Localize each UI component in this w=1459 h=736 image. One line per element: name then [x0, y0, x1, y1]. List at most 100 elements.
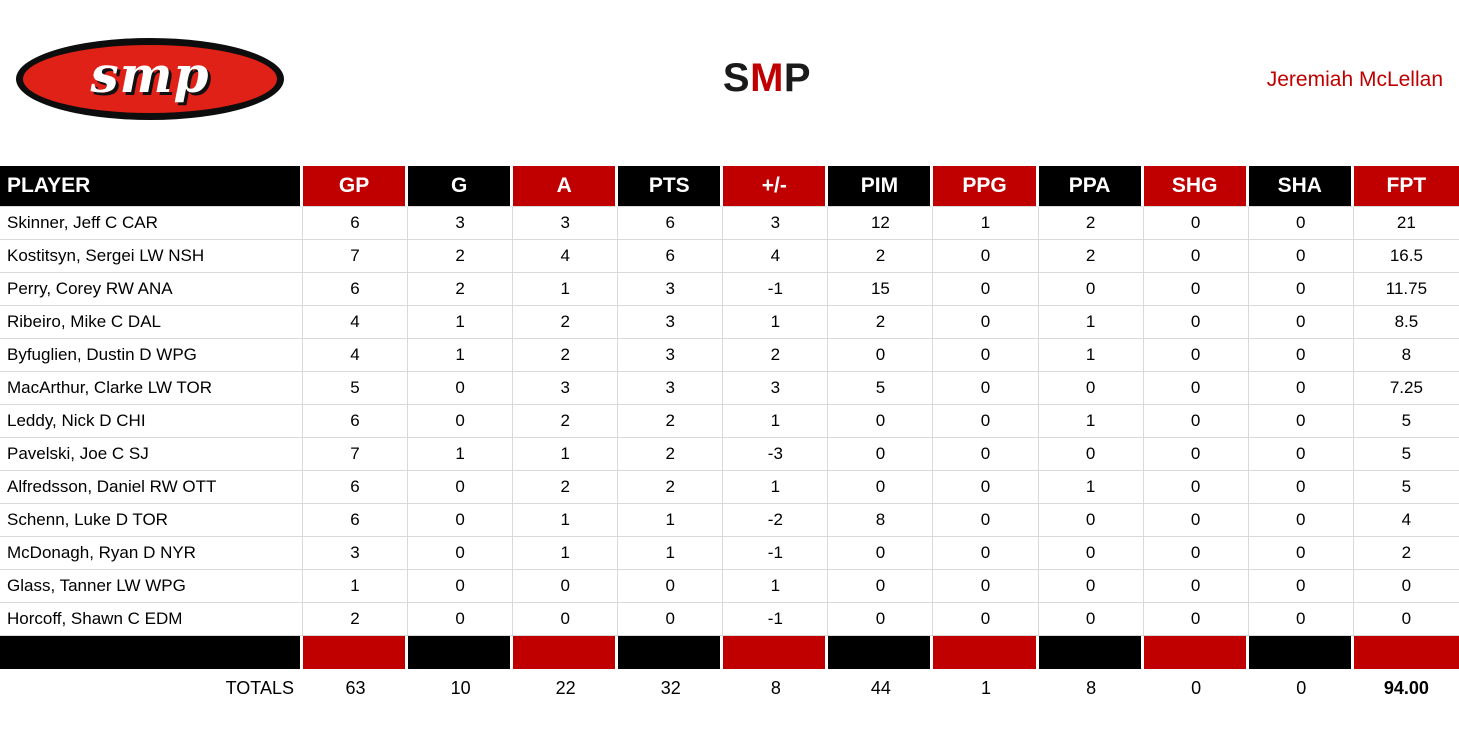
player-name-cell: MacArthur, Clarke LW TOR: [0, 372, 303, 405]
stat-cell-plus-minus: -1: [723, 273, 829, 306]
player-name-cell: Pavelski, Joe C SJ: [0, 438, 303, 471]
column-header-ppg: PPG: [933, 166, 1039, 207]
stat-cell-sha: 0: [1248, 372, 1354, 405]
stat-cell-gp: 1: [303, 570, 409, 603]
stat-cell-ppa: 0: [1038, 603, 1144, 636]
player-name-cell: Schenn, Luke D TOR: [0, 504, 303, 537]
stat-cell-ppg: 0: [933, 240, 1039, 273]
stat-cell-sha: 0: [1248, 471, 1354, 504]
stat-cell-plus-minus: 1: [723, 405, 829, 438]
stat-cell-pts: 3: [618, 306, 724, 339]
stat-cell-g: 1: [408, 438, 514, 471]
player-name-cell: Horcoff, Shawn C EDM: [0, 603, 303, 636]
stat-cell-plus-minus: -1: [723, 603, 829, 636]
stat-cell-ppg: 1: [933, 207, 1039, 240]
stat-cell-pts: 2: [618, 405, 724, 438]
stat-cell-a: 0: [513, 570, 619, 603]
column-header-sha: SHA: [1248, 166, 1354, 207]
stat-cell-shg: 0: [1143, 603, 1249, 636]
stat-cell-shg: 0: [1143, 438, 1249, 471]
stat-cell-pts: 2: [618, 438, 724, 471]
stat-cell-gp: 4: [303, 306, 409, 339]
stat-cell-ppa: 0: [1038, 570, 1144, 603]
stat-cell-fpt: 0: [1353, 603, 1459, 636]
player-row: Pavelski, Joe C SJ 7 1 1 2 -3 0 0 0 0 0 5: [0, 438, 1459, 471]
stat-cell-g: 0: [408, 405, 514, 438]
stat-cell-sha: 0: [1248, 339, 1354, 372]
stat-cell-pim: 0: [828, 339, 934, 372]
separator-cell: [1353, 636, 1459, 669]
stat-cell-shg: 0: [1143, 372, 1249, 405]
stat-cell-fpt: 11.75: [1353, 273, 1459, 306]
column-header-player: PLAYER: [0, 166, 303, 207]
total-cell-ppg: 1: [933, 669, 1039, 707]
player-name-cell: Byfuglien, Dustin D WPG: [0, 339, 303, 372]
stat-cell-pts: 1: [618, 537, 724, 570]
player-row: Schenn, Luke D TOR 6 0 1 1 -2 8 0 0 0 0 4: [0, 504, 1459, 537]
page-title-letter: S: [722, 56, 751, 100]
stat-cell-pim: 2: [828, 306, 934, 339]
stat-cell-plus-minus: 1: [723, 306, 829, 339]
total-cell-pts: 32: [618, 669, 724, 707]
stat-cell-g: 1: [408, 306, 514, 339]
stat-cell-pim: 0: [828, 537, 934, 570]
stat-cell-ppa: 2: [1038, 240, 1144, 273]
player-name-cell: Leddy, Nick D CHI: [0, 405, 303, 438]
stat-cell-ppg: 0: [933, 273, 1039, 306]
total-cell-fpt: 94.00: [1353, 669, 1459, 707]
player-row: McDonagh, Ryan D NYR 3 0 1 1 -1 0 0 0 0 0 2: [0, 537, 1459, 570]
stat-cell-gp: 6: [303, 207, 409, 240]
stat-cell-gp: 5: [303, 372, 409, 405]
stat-cell-fpt: 2: [1353, 537, 1459, 570]
stat-cell-fpt: 21: [1353, 207, 1459, 240]
total-cell-plus-minus: 8: [723, 669, 829, 707]
total-cell-a: 22: [513, 669, 619, 707]
stat-cell-gp: 2: [303, 603, 409, 636]
stat-cell-sha: 0: [1248, 405, 1354, 438]
stat-cell-pim: 0: [828, 570, 934, 603]
stat-cell-pts: 3: [618, 339, 724, 372]
stat-cell-gp: 6: [303, 504, 409, 537]
stat-cell-pts: 3: [618, 372, 724, 405]
player-row: Glass, Tanner LW WPG 1 0 0 0 1 0 0 0 0 0 0: [0, 570, 1459, 603]
stat-cell-fpt: 8: [1353, 339, 1459, 372]
smp-logo-text: smp: [90, 45, 210, 104]
total-cell-gp: 63: [303, 669, 409, 707]
stat-cell-ppa: 1: [1038, 339, 1144, 372]
smp-logo: smp: [16, 38, 284, 120]
stat-cell-shg: 0: [1143, 306, 1249, 339]
stat-cell-g: 2: [408, 240, 514, 273]
stat-cell-fpt: 7.25: [1353, 372, 1459, 405]
stat-cell-ppg: 0: [933, 537, 1039, 570]
total-cell-pim: 44: [828, 669, 934, 707]
player-name-cell: Ribeiro, Mike C DAL: [0, 306, 303, 339]
stat-cell-gp: 4: [303, 339, 409, 372]
stat-cell-shg: 0: [1143, 570, 1249, 603]
stat-cell-plus-minus: 4: [723, 240, 829, 273]
player-name-cell: Skinner, Jeff C CAR: [0, 207, 303, 240]
stat-cell-ppg: 0: [933, 339, 1039, 372]
totals-row: TOTALS 63 10 22 32 8 44 1 8 0 0 94.00: [0, 669, 1459, 707]
player-row: Horcoff, Shawn C EDM 2 0 0 0 -1 0 0 0 0 0 0: [0, 603, 1459, 636]
stat-cell-g: 0: [408, 537, 514, 570]
stat-cell-plus-minus: 1: [723, 570, 829, 603]
stat-cell-ppg: 0: [933, 471, 1039, 504]
stat-cell-pim: 5: [828, 372, 934, 405]
stat-cell-sha: 0: [1248, 504, 1354, 537]
stat-cell-sha: 0: [1248, 207, 1354, 240]
stat-cell-shg: 0: [1143, 207, 1249, 240]
column-header-gp: GP: [303, 166, 409, 207]
column-header-a: A: [513, 166, 619, 207]
stat-cell-fpt: 8.5: [1353, 306, 1459, 339]
stat-cell-ppa: 0: [1038, 504, 1144, 537]
stat-cell-gp: 3: [303, 537, 409, 570]
stat-cell-plus-minus: 3: [723, 207, 829, 240]
separator-cell: [618, 636, 724, 669]
stat-cell-sha: 0: [1248, 537, 1354, 570]
stat-cell-sha: 0: [1248, 438, 1354, 471]
stat-cell-a: 4: [513, 240, 619, 273]
stat-cell-ppg: 0: [933, 438, 1039, 471]
player-row: Perry, Corey RW ANA 6 2 1 3 -1 15 0 0 0 0 11.75: [0, 273, 1459, 306]
player-row: Kostitsyn, Sergei LW NSH 7 2 4 6 4 2 0 2 0 0 16.5: [0, 240, 1459, 273]
